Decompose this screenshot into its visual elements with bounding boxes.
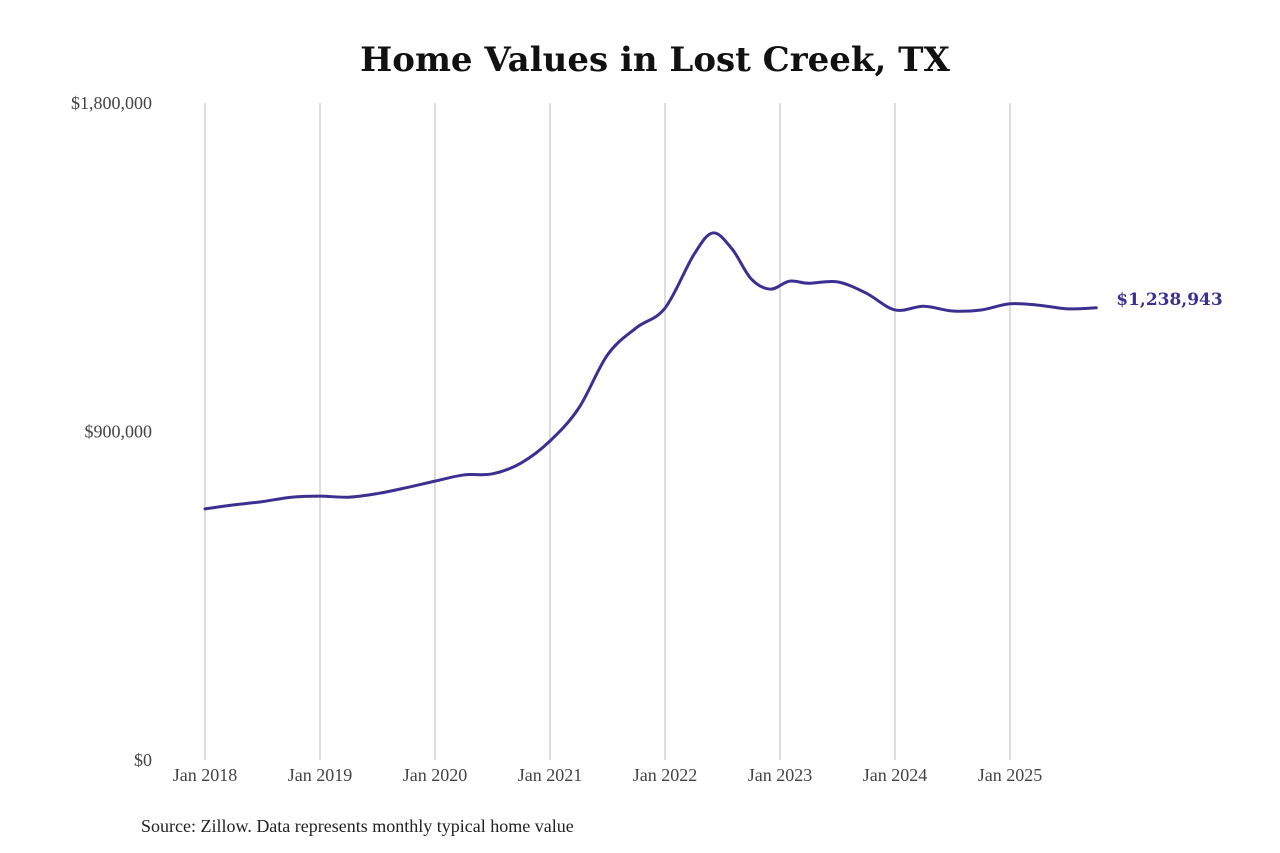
y-tick-label: $1,800,000 bbox=[71, 93, 152, 113]
series-line bbox=[203, 231, 1098, 511]
x-tick-label: Jan 2018 bbox=[173, 765, 238, 785]
x-tick-label: Jan 2022 bbox=[633, 765, 698, 785]
x-tick-label: Jan 2019 bbox=[288, 765, 353, 785]
x-tick-label: Jan 2025 bbox=[978, 765, 1043, 785]
y-tick-label: $0 bbox=[134, 750, 152, 770]
x-tick-label: Jan 2024 bbox=[863, 765, 928, 785]
source-note: Source: Zillow. Data represents monthly … bbox=[141, 816, 574, 836]
y-tick-label: $900,000 bbox=[85, 422, 153, 442]
x-tick-label: Jan 2023 bbox=[748, 765, 813, 785]
chart-title: Home Values in Lost Creek, TX bbox=[360, 40, 950, 80]
x-tick-label: Jan 2021 bbox=[518, 765, 583, 785]
x-tick-label: Jan 2020 bbox=[403, 765, 468, 785]
end-value-label: $1,238,943 bbox=[1116, 290, 1222, 310]
